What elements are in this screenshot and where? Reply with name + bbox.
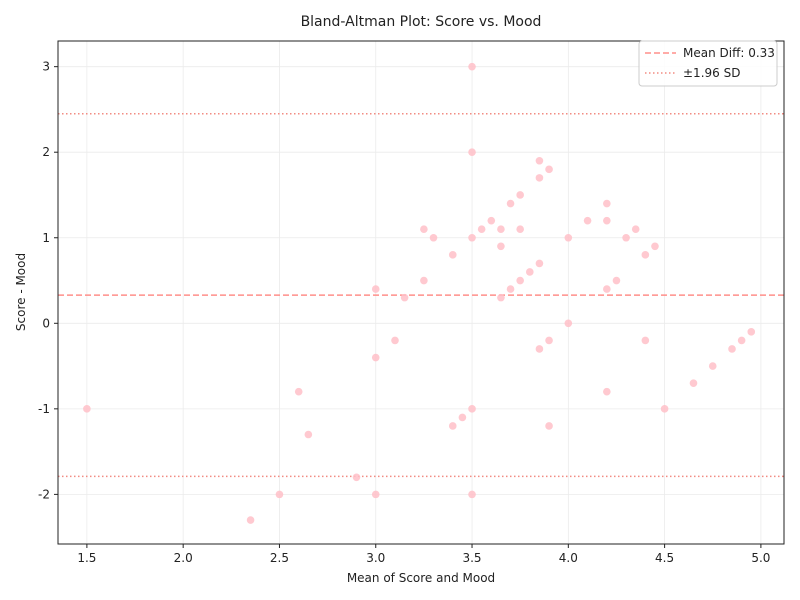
legend-sd-label: ±1.96 SD <box>683 66 740 80</box>
data-point <box>487 216 496 225</box>
y-tick-label: -2 <box>38 487 50 501</box>
data-point <box>468 490 476 499</box>
data-point <box>641 336 650 345</box>
data-point <box>545 165 553 174</box>
x-tick-label: 4.5 <box>655 551 674 565</box>
chart-title: Bland-Altman Plot: Score vs. Mood <box>301 14 542 30</box>
data-point <box>603 387 611 396</box>
data-point <box>400 293 409 302</box>
data-point <box>420 225 428 233</box>
x-tick-label: 1.5 <box>77 551 96 565</box>
data-point <box>545 422 553 430</box>
legend: Mean Diff: 0.33 ±1.96 SD <box>638 40 778 87</box>
data-point <box>246 516 255 524</box>
data-point <box>728 345 736 353</box>
data-points <box>83 62 756 524</box>
data-point <box>545 336 553 345</box>
y-tick-label: -1 <box>38 402 50 416</box>
data-point <box>275 490 284 499</box>
data-point <box>747 328 756 336</box>
legend-mean-label: Mean Diff: 0.33 <box>683 46 775 60</box>
y-tick-label: 2 <box>42 145 50 159</box>
data-point <box>371 285 380 293</box>
data-point <box>641 251 650 259</box>
data-point <box>448 422 457 430</box>
data-point <box>535 174 544 182</box>
data-point <box>304 430 313 439</box>
y-tick-label: 3 <box>42 60 50 74</box>
data-point <box>516 225 524 233</box>
data-point <box>737 336 746 345</box>
data-point <box>448 251 457 259</box>
y-tick-label: 1 <box>42 231 50 245</box>
data-point <box>612 276 621 285</box>
data-point <box>631 225 640 233</box>
data-point <box>651 242 659 251</box>
data-point <box>83 405 91 413</box>
data-point <box>516 276 524 285</box>
data-point <box>516 191 524 199</box>
data-point <box>468 62 476 71</box>
data-point <box>564 233 573 242</box>
plot-frame <box>57 40 785 545</box>
data-point <box>497 225 505 233</box>
x-tick-label: 3.0 <box>366 551 385 565</box>
data-point <box>477 225 486 233</box>
data-point <box>506 199 515 208</box>
x-tick-label: 4.0 <box>559 551 578 565</box>
data-point <box>535 345 544 353</box>
x-tick-label: 2.5 <box>270 551 289 565</box>
data-point <box>352 473 361 482</box>
data-point <box>564 319 573 328</box>
data-point <box>497 242 505 251</box>
y-axis-label: Score - Mood <box>14 253 28 331</box>
x-tick-label: 2.0 <box>174 551 193 565</box>
data-point <box>622 233 630 242</box>
data-point <box>429 233 438 242</box>
data-point <box>468 148 476 157</box>
data-point <box>506 285 515 293</box>
data-point <box>371 490 380 499</box>
data-point <box>583 216 592 225</box>
data-point <box>468 233 476 242</box>
data-point <box>420 276 428 285</box>
data-point <box>535 156 544 165</box>
data-point <box>689 379 698 387</box>
x-tick-label: 3.5 <box>462 551 481 565</box>
data-point <box>468 405 476 413</box>
reference-lines <box>58 112 784 478</box>
data-point <box>391 336 399 345</box>
x-axis-label: Mean of Score and Mood <box>347 571 495 585</box>
data-point <box>371 353 380 362</box>
data-point <box>603 285 611 293</box>
data-point <box>535 259 544 268</box>
data-point <box>660 405 669 413</box>
data-point <box>458 413 467 422</box>
data-point <box>526 268 534 276</box>
data-point <box>294 387 303 396</box>
y-axis-ticks: -2 -1 0 1 2 3 <box>38 60 58 501</box>
data-point <box>497 293 505 302</box>
x-tick-label: 5.0 <box>751 551 770 565</box>
y-tick-label: 0 <box>42 316 50 330</box>
data-point <box>603 199 611 208</box>
x-axis-ticks: 1.5 2.0 2.5 3.0 3.5 4.0 4.5 5.0 <box>77 544 770 565</box>
data-point <box>708 362 717 370</box>
data-point <box>603 216 611 225</box>
